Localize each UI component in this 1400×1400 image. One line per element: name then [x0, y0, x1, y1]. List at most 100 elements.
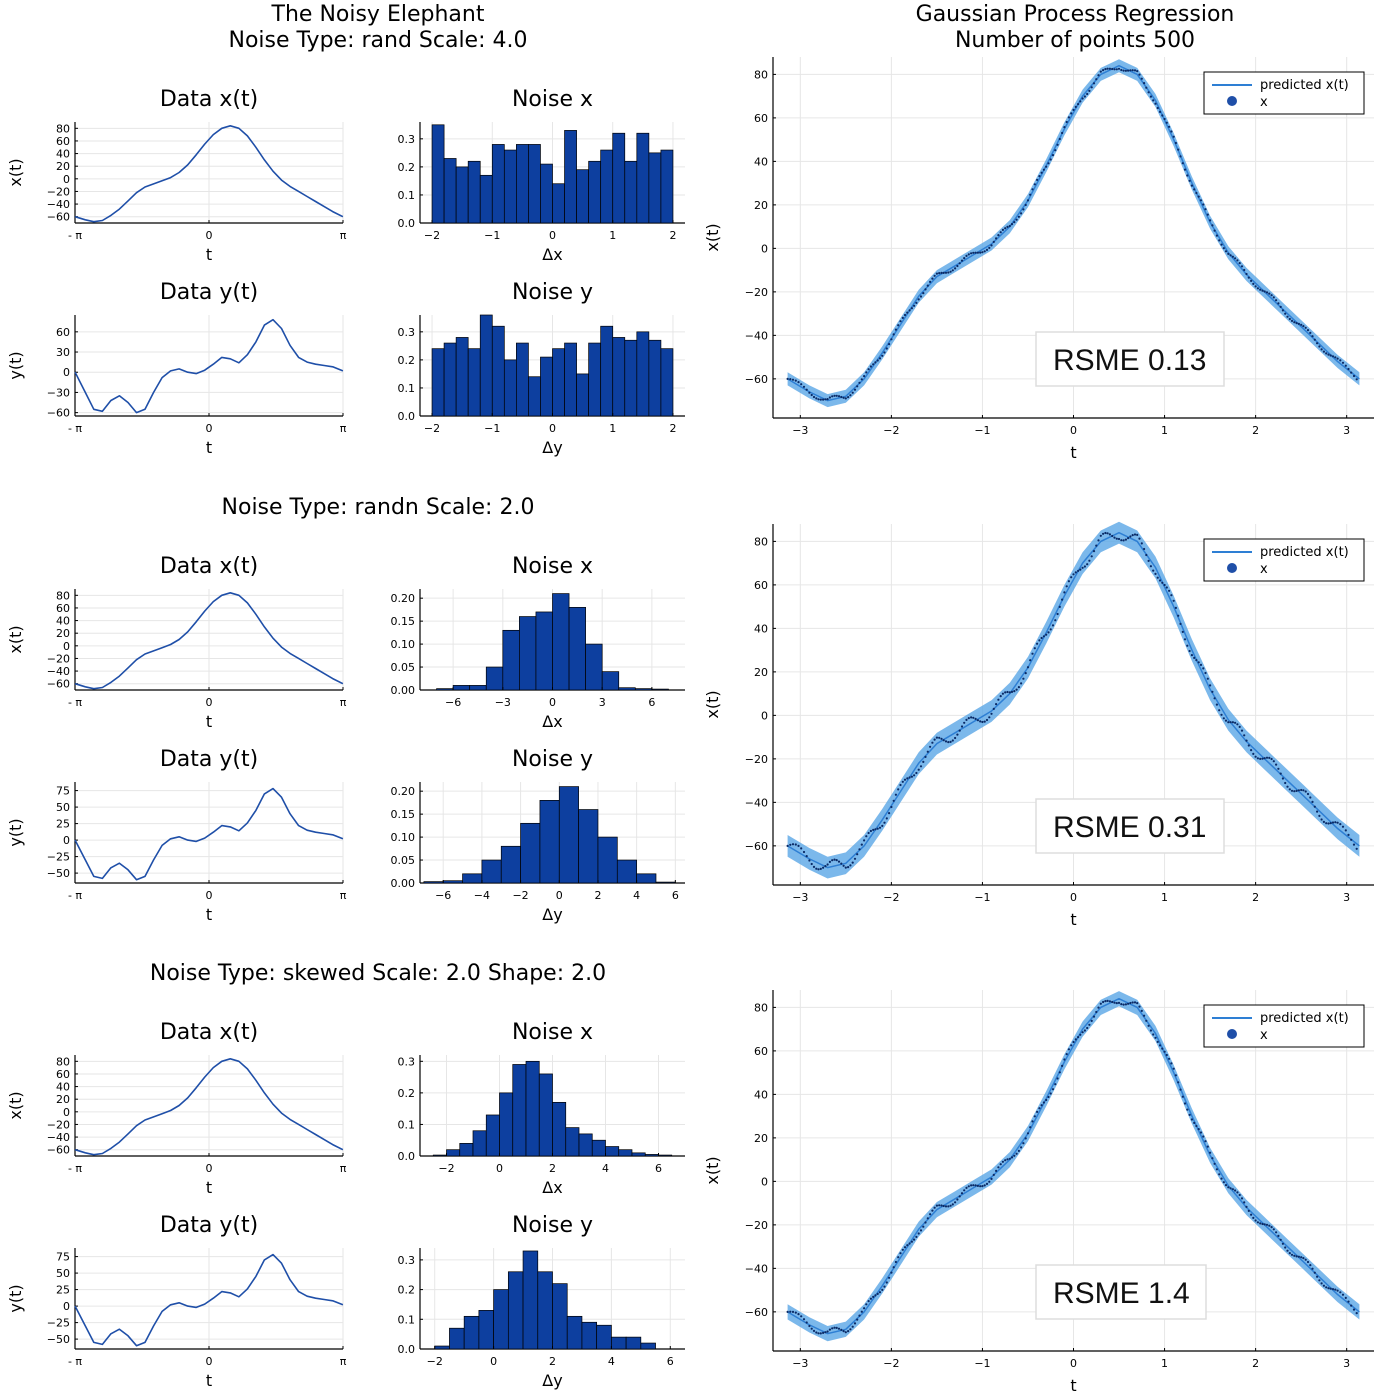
- chart13-bar-7: [537, 1271, 553, 1350]
- chart1-xtick-4: 2: [669, 229, 676, 242]
- chart4-point-73: [956, 264, 959, 268]
- chart4-point-184: [1209, 219, 1212, 222]
- chart9-point-83: [979, 720, 982, 723]
- chart8-xtick-1: −4: [474, 889, 490, 902]
- chart4-xtick-0: −3: [792, 424, 808, 437]
- chart14-point-32: [863, 1307, 866, 1310]
- chart4-point-244: [1347, 367, 1350, 371]
- chart13-bar-1: [449, 1327, 465, 1350]
- chart12-ytick-3: 25: [56, 1284, 70, 1297]
- chart9-point-171: [1179, 622, 1182, 626]
- chart9-point-143: [1115, 537, 1118, 540]
- chart6-ytick-3: 0.15: [391, 615, 416, 628]
- chart14-point-31: [860, 1310, 863, 1313]
- chart14-xtick-5: 2: [1252, 1357, 1259, 1370]
- chart14-point-161: [1156, 1040, 1159, 1043]
- chart4-point-126: [1077, 103, 1080, 106]
- chart9-point-36: [872, 828, 875, 832]
- chart8-ytick-2: 0.10: [391, 831, 416, 844]
- chart4-point-209: [1265, 291, 1269, 294]
- chart14-point-11: [815, 1331, 818, 1334]
- chart4-point-138: [1104, 68, 1107, 71]
- chart4-point-47: [897, 324, 900, 327]
- chart9-point-213: [1275, 763, 1278, 766]
- chart14-point-201: [1247, 1209, 1250, 1212]
- chart4-point-136: [1099, 70, 1102, 73]
- chart6-xlabel: Δx: [542, 712, 562, 731]
- chart1-bar-13: [588, 160, 602, 224]
- chart4-point-204: [1254, 285, 1257, 288]
- chart14-point-203: [1252, 1216, 1255, 1219]
- chart9-point-82: [976, 719, 980, 722]
- chart1-bar-11: [564, 130, 577, 224]
- chart14-point-54: [913, 1238, 916, 1241]
- chart10-ytick-3: 0: [63, 1106, 70, 1119]
- chart14-point-217: [1284, 1246, 1287, 1249]
- chart4-point-215: [1279, 305, 1282, 308]
- chart14-xtick-3: 0: [1070, 1357, 1077, 1370]
- chart9-point-35: [869, 829, 873, 833]
- chart9-point-179: [1197, 661, 1200, 664]
- chart14-point-163: [1161, 1047, 1164, 1050]
- chart9-point-104: [1026, 666, 1030, 669]
- chart4-point-216: [1281, 309, 1284, 312]
- chart4-legend-label-0: predicted x(t): [1260, 78, 1349, 93]
- chart4-point-139: [1106, 67, 1109, 70]
- chart1-xtick-1: −1: [484, 229, 500, 242]
- chart4-point-67: [942, 271, 945, 274]
- chart9-point-109: [1038, 639, 1041, 642]
- chart4-point-53: [910, 307, 914, 310]
- chart4-point-219: [1288, 317, 1291, 321]
- chart9-point-183: [1206, 677, 1209, 680]
- chart9-point-63: [933, 738, 936, 741]
- chart4-xtick-2: −1: [974, 424, 990, 437]
- chart4-point-78: [967, 253, 970, 256]
- chart7-ytick-4: 50: [56, 801, 70, 814]
- chart9-point-93: [1001, 692, 1005, 695]
- chart2-line-chart: Data y(t) - π 0 π −60 −30 0 30 60 t y(t): [6, 280, 347, 457]
- chart0-ytick-7: 80: [56, 122, 70, 135]
- chart6-bar-11: [618, 687, 636, 691]
- chart14-point-207: [1261, 1222, 1264, 1226]
- chart14-point-228: [1309, 1264, 1312, 1267]
- chart6-bar-6: [535, 611, 553, 691]
- chart14-point-212: [1272, 1228, 1275, 1231]
- chart7-line-chart: Data y(t) - π 0 π −50 −25 0 25 50 75 t y(t): [6, 747, 347, 924]
- chart4-point-119: [1061, 131, 1064, 135]
- chart9-point-128: [1081, 566, 1084, 569]
- chart11-bar-3: [472, 1130, 487, 1157]
- chart5-ytick-7: 80: [56, 589, 70, 602]
- chart14-point-2: [791, 1310, 795, 1313]
- chart4-point-83: [979, 251, 982, 254]
- chart11-bar-8: [538, 1073, 553, 1157]
- chart9-point-47: [897, 788, 900, 791]
- chart4-point-22: [840, 395, 843, 399]
- chart9-point-184: [1209, 684, 1212, 687]
- chart8-xtick-5: 4: [633, 889, 640, 902]
- chart2-ytick-1: −30: [47, 386, 70, 399]
- chart9-point-114: [1049, 628, 1052, 631]
- chart4-point-246: [1352, 374, 1356, 378]
- chart9-point-121: [1065, 585, 1068, 588]
- chart14-point-112: [1045, 1098, 1048, 1102]
- chart4-point-71: [951, 269, 954, 272]
- chart9-point-188: [1218, 709, 1221, 712]
- chart9-point-127: [1079, 568, 1082, 571]
- chart4-point-190: [1222, 247, 1225, 250]
- chart8-bar-8: [578, 809, 599, 884]
- chart5-xtick-1: 0: [206, 696, 213, 709]
- chart14-point-145: [1120, 1003, 1123, 1006]
- chart7-xtick-0: - π: [68, 889, 82, 902]
- chart11-histogram: Noise x −2 0 2 4 6 0.0 0.1 0.2 0.3 Δx: [398, 1020, 685, 1197]
- chart14-point-65: [938, 1204, 941, 1207]
- chart4-ytick-4: 20: [754, 199, 768, 212]
- chart14-point-242: [1341, 1293, 1345, 1296]
- chart4-point-231: [1316, 342, 1319, 345]
- chart14-point-4: [797, 1313, 800, 1316]
- chart4-point-11: [815, 397, 818, 400]
- chart14-point-73: [956, 1198, 959, 1201]
- chart14-point-129: [1083, 1029, 1086, 1032]
- chart9-point-98: [1013, 690, 1016, 693]
